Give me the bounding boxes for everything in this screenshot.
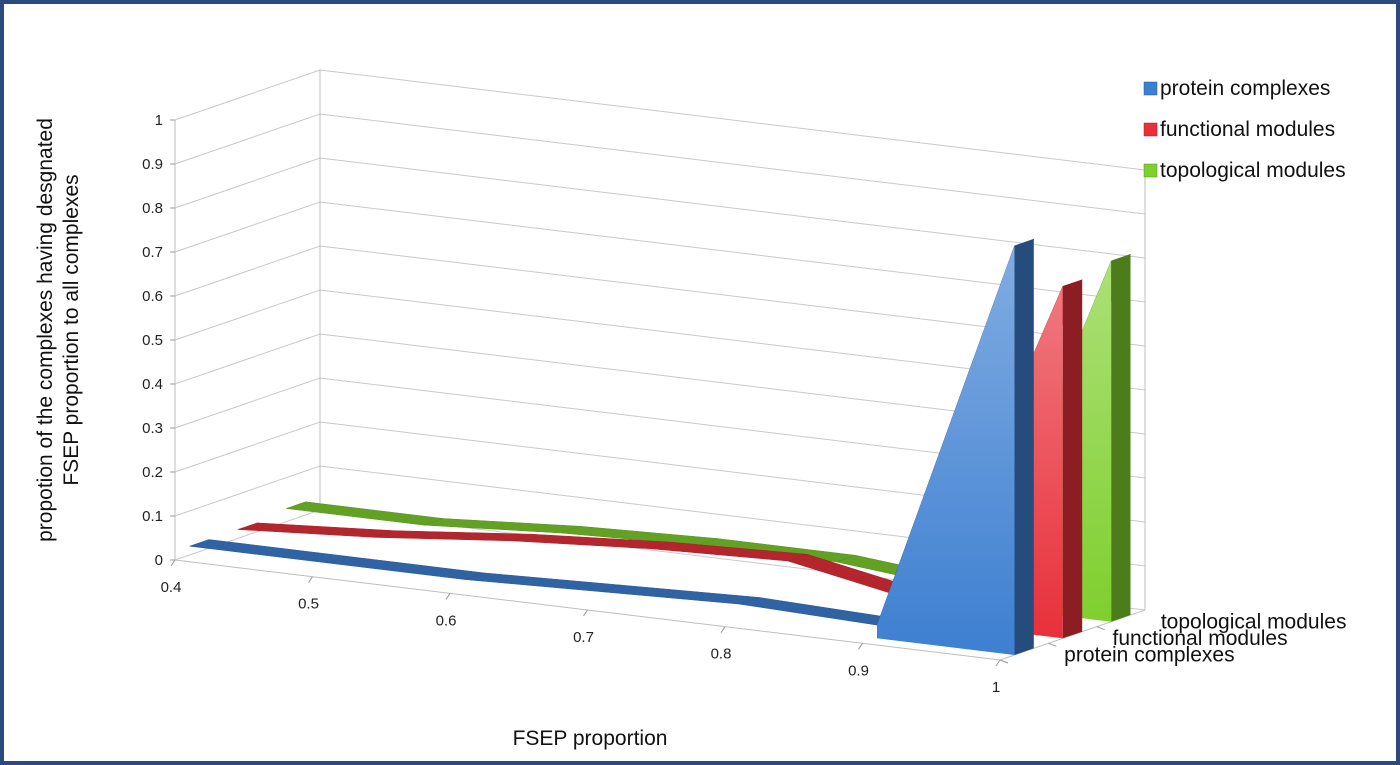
depth-axis-label: functional modules	[1113, 627, 1288, 650]
depth-axis-label: protein complexes	[1064, 644, 1234, 667]
y-tick-label: 0.5	[142, 332, 163, 349]
x-tick-mark	[445, 593, 451, 600]
x-tick-label: 0.9	[848, 662, 869, 679]
x-tick-label: 0.5	[298, 596, 319, 613]
series-top-segment	[423, 518, 581, 534]
x-tick-mark	[995, 659, 1001, 667]
series-protein-complexes	[189, 238, 1035, 656]
legend-label: topological modules	[1160, 159, 1346, 182]
series-top-segment	[189, 539, 347, 564]
legend-swatch	[1143, 122, 1158, 137]
depth-tick-mark	[1096, 626, 1105, 631]
x-tick-label: 0.6	[436, 612, 457, 629]
depth-axis-label: topological modules	[1161, 610, 1347, 633]
x-tick-label: 0.7	[573, 629, 594, 646]
legend-swatch	[1143, 163, 1158, 178]
y-tick-label: 0.9	[142, 156, 163, 173]
legend-label: protein complexes	[1160, 77, 1330, 100]
axes: 0 0.1 0.2 0.3 0.4 0.5 0.6 0.7 0.8 0.9 1 0.4 0.5 0.6 0.…	[142, 112, 1346, 696]
y-tick-label: 0.7	[142, 244, 163, 261]
y-tick-label: 0	[155, 552, 163, 569]
x-tick-mark	[308, 576, 313, 583]
y-tick-label: 0.4	[142, 376, 163, 393]
x-tick-label: 0.8	[711, 646, 732, 663]
series-top-segment	[326, 555, 484, 580]
series-top-segment	[237, 522, 395, 538]
depth-tick-mark	[999, 659, 1009, 664]
y-tick-label: 0.8	[142, 200, 163, 217]
legend: protein complexes functional modules topol…	[1143, 77, 1346, 182]
series-front-face	[877, 245, 1015, 656]
series-layer	[189, 238, 1131, 656]
series-top-segment	[739, 597, 897, 626]
x-axis-title: FSEP proportion	[513, 727, 668, 750]
series-side-face	[1014, 239, 1034, 655]
y-tick-label: 1	[155, 112, 163, 129]
x-tick-label: 1	[992, 679, 1000, 696]
y-tick-label: 0.3	[142, 420, 163, 437]
legend-swatch	[1143, 81, 1158, 96]
y-tick-label: 0.1	[142, 508, 163, 525]
depth-tick-mark	[1048, 642, 1057, 647]
series-top-segment	[375, 530, 533, 542]
series-top-segment	[601, 584, 759, 605]
y-tick-label: 0.6	[142, 288, 163, 305]
series-side-face	[1111, 254, 1131, 622]
y-tick-label: 0.2	[142, 464, 163, 481]
x-tick-mark	[858, 643, 863, 650]
x-tick-label: 0.4	[161, 579, 182, 596]
x-tick-mark	[720, 626, 726, 633]
y-axis-title-line-2: FSEP proportion to all complexes	[60, 174, 83, 485]
x-tick-mark	[170, 559, 176, 567]
series-top-segment	[464, 572, 622, 593]
x-tick-mark	[583, 609, 588, 617]
legend-label: functional modules	[1160, 118, 1335, 141]
series-side-face	[1062, 279, 1083, 639]
y-axis-title-line-1: propotion of the complexes having desgna…	[34, 118, 57, 542]
